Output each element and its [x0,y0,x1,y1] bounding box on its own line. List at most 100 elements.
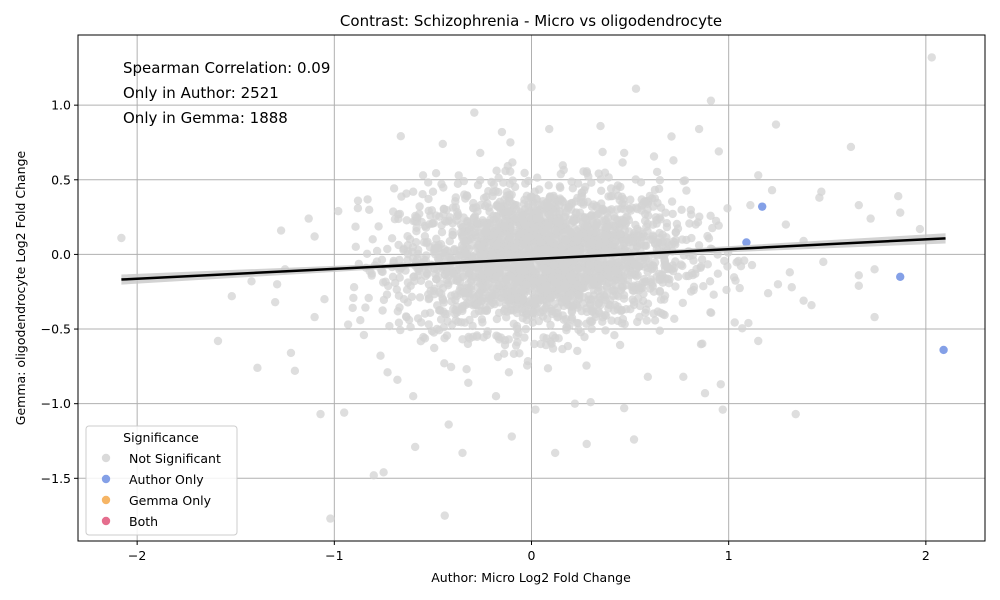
y-tick-label: −1.0 [41,396,71,411]
scatter-point [543,266,552,275]
scatter-point [369,471,378,480]
scatter-point [603,265,613,274]
scatter-point [544,181,553,190]
scatter-point [643,205,652,214]
scatter-point [652,167,662,177]
scatter-point [516,229,525,238]
scatter-point [633,231,642,240]
scatter-point [531,405,540,414]
y-tick-label: 0.5 [51,172,71,187]
scatter-point [437,228,447,237]
regression-fit-line [121,237,946,281]
scatter-point [596,274,605,283]
scatter-point [707,308,716,317]
scatter-point [685,219,694,228]
scatter-point [667,132,676,141]
scatter-point [854,271,864,280]
scatter-point [589,279,599,289]
scatter-point [522,280,531,289]
scatter-point [454,171,463,180]
scatter-point [586,397,595,407]
scatter-point [568,184,577,193]
scatter-point [472,331,482,340]
scatter-point [594,264,603,273]
scatter-point [723,204,732,213]
scatter-point [611,266,621,276]
scatter-point [558,344,567,354]
scatter-point [351,242,360,251]
scatter-point [669,156,678,165]
scatter-point [514,328,523,337]
scatter-point [348,303,357,313]
scatter-point [424,320,433,329]
scatter-point [434,306,444,315]
scatter-point [117,233,126,243]
scatter-point [517,304,527,313]
scatter-point [420,221,430,231]
scatter-point [677,205,686,214]
scatter-point [476,148,485,158]
scatter-point [290,366,300,376]
scatter-point [687,233,696,243]
scatter-point [574,230,584,240]
annotation-only-gemma: Only in Gemma: 1888 [123,109,288,127]
scatter-point [227,292,236,301]
scatter-point [429,218,438,228]
scatter-point [670,314,679,323]
scatter-point [349,293,358,303]
x-tick-label: 2 [922,548,930,563]
scatter-point [582,361,591,370]
scatter-point [687,210,696,219]
scatter-point [678,261,687,271]
legend-entries: Not Significant Author Only Gemma Only Both [101,451,221,529]
scatter-point [472,217,481,226]
scatter-point [385,321,394,331]
scatter-point [602,223,612,232]
scatter-point [742,238,751,247]
scatter-point [550,279,559,288]
scatter-point [438,139,447,149]
scatter-point [419,255,429,264]
scatter-point [456,220,466,229]
scatter-point [353,196,363,205]
scatter-point [439,298,448,307]
scatter-point [787,283,796,292]
scatter-point [544,221,553,231]
scatter-point [491,392,501,401]
scatter-point [866,214,875,223]
scatter-point [648,235,657,244]
scatter-point [247,277,256,286]
scatter-point [757,202,767,211]
scatter-point [451,193,460,202]
scatter-point [499,289,509,298]
legend-marker [101,453,111,463]
y-tick-label: 1.0 [51,98,71,113]
scatter-point [571,245,580,255]
scatter-point [619,294,629,303]
scatter-point [771,120,781,129]
scatter-point [643,372,653,382]
scatter-point [650,316,660,325]
scatter-point [543,364,553,373]
scatter-point [510,243,519,252]
scatter-point [545,236,555,245]
scatter-point [626,195,635,204]
scatter-point [474,289,484,298]
scatter-point [705,277,715,286]
scatter-point [374,222,383,231]
scatter-point [452,302,462,311]
scatter-point [424,294,433,304]
legend-label: Both [129,514,158,529]
scatter-point [587,238,597,247]
scatter-point [406,322,415,332]
scatter-point [646,275,655,284]
scatter-point [767,186,777,195]
scatter-point [356,316,365,325]
scatter-point [506,138,515,147]
scatter-point [854,281,864,290]
scatter-point [746,200,755,210]
scatter-point [763,289,773,298]
scatter-point [363,195,372,204]
scatter-point [520,333,529,342]
scatter-point [270,297,280,307]
